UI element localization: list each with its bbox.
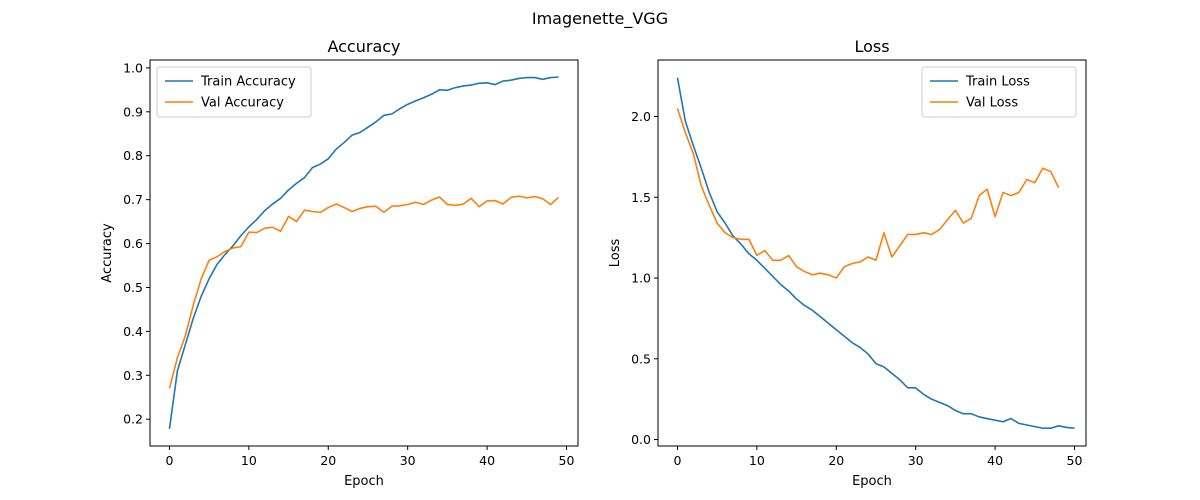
legend-label-train-accuracy: Train Accuracy [200,75,296,90]
accuracy-x-tick-label: 40 [479,453,495,468]
accuracy-chart: 0 10 20 30 40 50 0.2 0.3 0.4 0.5 0.6 0.7 0.8 0.9 1.0 Ac… [100,37,579,489]
train-accuracy-line [168,76,559,429]
loss-x-tick-label: 40 [987,453,1003,468]
accuracy-x-tick-label: 20 [320,453,336,468]
loss-x-tick-label: 0 [673,453,681,468]
accuracy-y-tick-label: 0.7 [123,192,143,207]
loss-x-axis-label: Epoch [852,474,892,489]
accuracy-x-tick-label: 30 [400,453,416,468]
loss-x-tick-label: 30 [908,453,924,468]
loss-y-tick-label: 2.0 [631,109,651,124]
accuracy-legend-box [156,66,312,118]
loss-y-tick-label: 1.0 [631,271,651,286]
loss-y-tick-label: 0.0 [631,432,651,447]
legend-label-val-loss: Val Loss [966,96,1018,111]
train-loss-line [676,77,1075,430]
accuracy-legend: Train Accuracy Val Accuracy [156,66,312,118]
loss-y-tick-label: 1.5 [631,190,651,205]
figure-suptitle: Imagenette_VGG [532,9,668,29]
loss-y-axis-label: Loss [608,239,623,268]
loss-y-tick-label: 0.5 [631,351,651,366]
accuracy-chart-title: Accuracy [327,37,400,56]
accuracy-x-tick-label: 0 [165,453,173,468]
accuracy-y-tick-label: 0.5 [123,280,143,295]
accuracy-y-tick-label: 0.2 [123,412,143,427]
val-accuracy-line [168,195,560,389]
accuracy-y-tick-label: 0.4 [123,324,143,339]
legend-label-val-accuracy: Val Accuracy [201,96,284,111]
loss-chart-title: Loss [854,37,889,56]
val-loss-line [676,108,1060,279]
accuracy-y-tick-label: 0.8 [123,148,143,163]
accuracy-x-axis-label: Epoch [344,474,384,489]
accuracy-y-tick-label: 0.9 [123,104,143,119]
loss-x-tick-label: 20 [828,453,844,468]
accuracy-y-tick-label: 1.0 [123,60,143,75]
accuracy-y-tick-label: 0.3 [123,368,143,383]
loss-x-tick-label: 10 [749,453,765,468]
accuracy-plot-frame [149,59,579,447]
loss-legend: Train Loss Val Loss [921,66,1077,118]
legend-label-train-loss: Train Loss [965,75,1030,90]
loss-x-tick-label: 50 [1067,453,1083,468]
accuracy-y-tick-label: 0.6 [123,236,143,251]
accuracy-x-tick-label: 10 [241,453,257,468]
accuracy-y-axis-label: Accuracy [100,223,115,283]
loss-chart: 0 10 20 30 40 50 0.0 0.5 1.0 1.5 2.0 Loss Epoch Loss T… [608,37,1087,489]
loss-legend-box [921,66,1077,118]
accuracy-x-tick-label: 50 [559,453,575,468]
loss-plot-frame [657,59,1087,447]
